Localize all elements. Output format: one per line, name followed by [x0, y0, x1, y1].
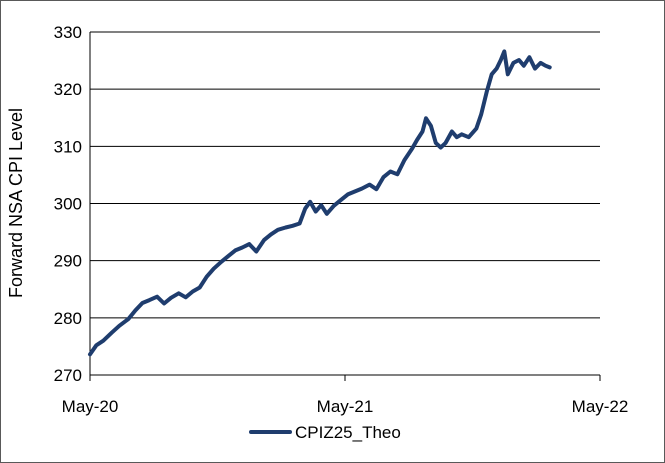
y-axis-label: Forward NSA CPI Level — [6, 108, 26, 298]
y-tick-label: 330 — [54, 23, 82, 42]
y-tick-label: 300 — [54, 195, 82, 214]
x-tick-label: May-20 — [62, 397, 119, 416]
y-tick-label: 310 — [54, 137, 82, 156]
series-line — [88, 49, 552, 357]
legend: CPIZ25_Theo — [249, 423, 401, 442]
x-tick-label: May-21 — [317, 397, 374, 416]
y-tick-label: 320 — [54, 80, 82, 99]
x-tick-label: May-22 — [572, 397, 629, 416]
gridlines — [90, 31, 600, 319]
series-layer — [88, 49, 552, 357]
legend-label: CPIZ25_Theo — [295, 423, 401, 442]
y-tick-label: 280 — [54, 309, 82, 328]
y-tick-label: 290 — [54, 252, 82, 271]
y-tick-label: 270 — [54, 366, 82, 385]
axes: 270 280 290 300 310 320 330 May-20 May-21 May-22 — [54, 23, 629, 416]
